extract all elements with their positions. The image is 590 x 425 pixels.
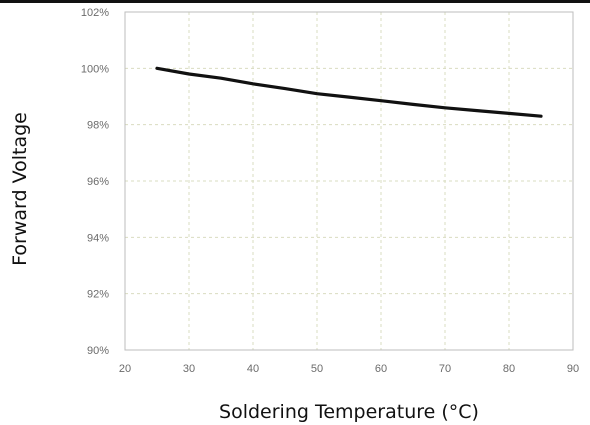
- x-axis-label: Soldering Temperature (°C): [219, 401, 479, 423]
- series-layer: [155, 66, 543, 118]
- y-tick-label: 94%: [87, 232, 109, 244]
- x-tick-label: 70: [439, 363, 451, 375]
- x-tick-label: 60: [375, 363, 387, 375]
- x-tick-label: 40: [247, 363, 259, 375]
- x-tick-label: 90: [567, 363, 579, 375]
- y-tick-label: 98%: [87, 120, 109, 132]
- grid: [125, 11, 573, 350]
- plot-frame: [124, 11, 574, 351]
- y-tick-label: 92%: [87, 289, 109, 301]
- series-line: [155, 66, 543, 118]
- x-tick-label: 80: [503, 363, 515, 375]
- y-tick-label: 90%: [87, 345, 109, 357]
- x-tick-labels: 20 30 40 50 60 70 80 90: [119, 363, 579, 375]
- top-rule: [0, 0, 590, 3]
- y-axis-label: Forward Voltage: [9, 112, 31, 266]
- x-tick-label: 20: [119, 363, 131, 375]
- y-tick-label: 102%: [81, 7, 109, 19]
- x-tick-label: 30: [183, 363, 195, 375]
- plot-border: [124, 11, 574, 351]
- y-tick-label: 100%: [81, 63, 109, 75]
- y-tick-labels: 90% 92% 94% 96% 98% 100% 102%: [81, 7, 109, 357]
- y-tick-label: 96%: [87, 176, 109, 188]
- x-tick-label: 50: [311, 363, 323, 375]
